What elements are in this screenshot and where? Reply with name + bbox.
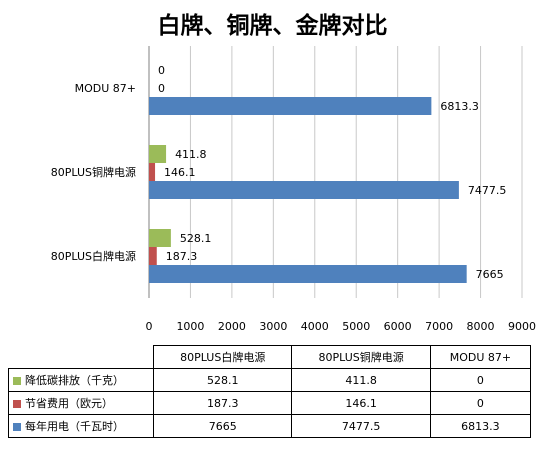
x-tick-label: 3000 [259,320,287,333]
bar [149,163,156,181]
bar [149,181,459,199]
data-label: 528.1 [180,232,212,245]
data-table: 80PLUS白牌电源 80PLUS铜牌电源 MODU 87+ 降低碳排放（千克）… [8,345,532,438]
legend-entry: 每年用电（千瓦时） [8,414,154,438]
category-label: 80PLUS白牌电源 [51,249,136,263]
table-cell: 0 [429,368,532,392]
data-label: 7665 [476,268,504,281]
bar-chart: 0 1000 2000 3000 4000 5000 6000 7000 8000 9000 80P… [51,46,536,333]
data-label: 0 [158,64,165,77]
bar [149,97,432,115]
table-cell: 146.1 [291,391,431,415]
data-label: 6813.3 [440,100,479,113]
table-header-cell: 80PLUS白牌电源 [152,345,293,369]
table-header-cell: MODU 87+ [429,345,532,369]
data-label: 187.3 [166,250,198,263]
x-tick-label: 6000 [384,320,412,333]
bar [149,229,171,247]
table-cell: 7665 [152,414,293,438]
x-tick-label: 5000 [342,320,370,333]
bar [149,247,157,265]
table-header-cell: 80PLUS铜牌电源 [291,345,431,369]
table-corner [9,346,154,369]
category-label: 80PLUS铜牌电源 [51,165,136,179]
category-label: MODU 87+ [75,82,136,95]
bar [149,265,467,283]
data-label: 411.8 [175,148,207,161]
legend-label: 每年用电（千瓦时） [25,420,124,433]
table-cell: 7477.5 [291,414,431,438]
x-tick-label: 1000 [176,320,204,333]
x-tick-label: 9000 [508,320,536,333]
table-row: 节省费用（欧元） 187.3 146.1 0 [8,391,532,415]
table-cell: 411.8 [291,368,431,392]
legend-swatch-green [13,377,21,385]
x-tick-label: 2000 [218,320,246,333]
x-tick-label: 8000 [467,320,495,333]
table-cell: 0 [429,391,532,415]
legend-label: 降低碳排放（千克） [25,374,124,387]
legend-entry: 节省费用（欧元） [8,391,154,415]
table-row: 每年用电（千瓦时） 7665 7477.5 6813.3 [8,414,532,438]
data-label: 146.1 [164,166,196,179]
data-label: 0 [158,82,165,95]
data-label: 7477.5 [468,184,507,197]
table-cell: 187.3 [152,391,293,415]
legend-label: 节省费用（欧元） [25,397,113,410]
x-tick-label: 0 [146,320,153,333]
table-header-row: 80PLUS白牌电源 80PLUS铜牌电源 MODU 87+ [9,345,532,369]
table-cell: 6813.3 [429,414,532,438]
bar [149,145,167,163]
table-cell: 528.1 [152,368,293,392]
legend-swatch-blue [13,423,21,431]
legend-swatch-red [13,400,21,408]
x-tick-label: 7000 [425,320,453,333]
table-row: 降低碳排放（千克） 528.1 411.8 0 [8,368,532,392]
x-tick-label: 4000 [301,320,329,333]
legend-entry: 降低碳排放（千克） [8,368,154,392]
chart-title: 白牌、铜牌、金牌对比 [157,12,388,39]
